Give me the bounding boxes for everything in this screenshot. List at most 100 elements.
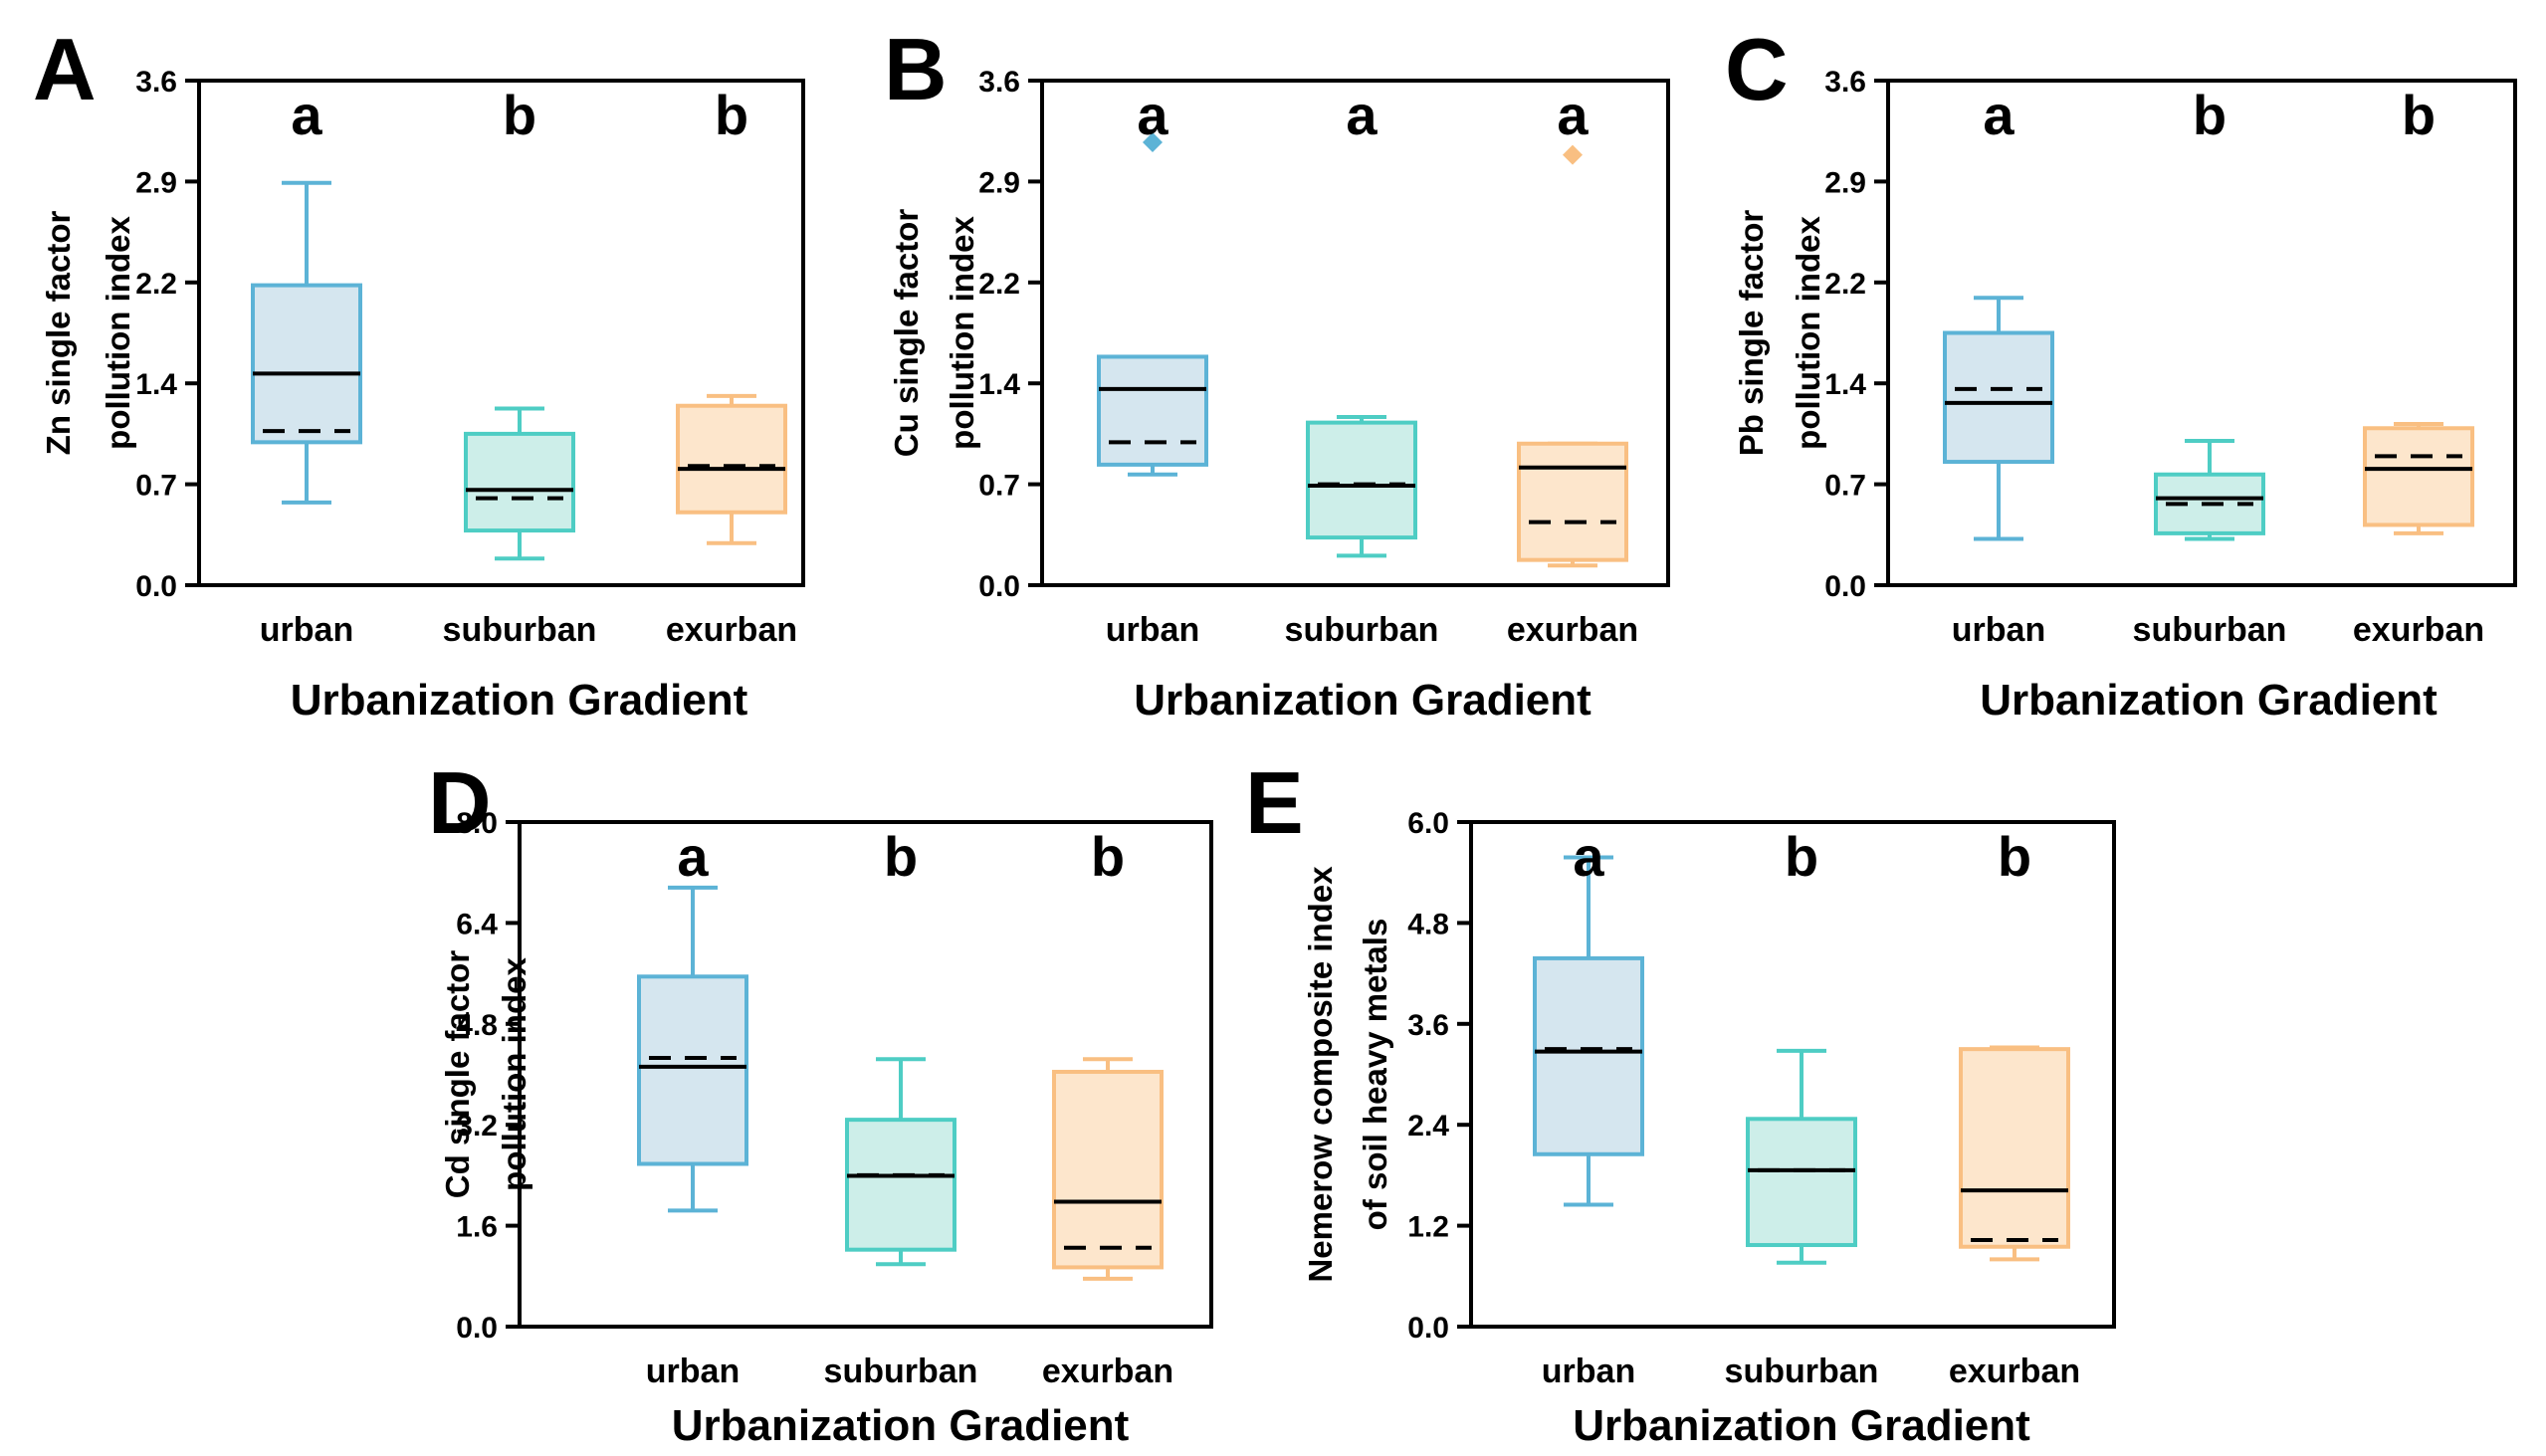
panel-c-urban-sig-letter: a bbox=[1983, 84, 2015, 146]
panel-a-suburban-category-label: suburban bbox=[443, 611, 597, 649]
panel-b-suburban-sig-letter: a bbox=[1346, 84, 1378, 146]
panel-d-xlabel: Urbanization Gradient bbox=[672, 1401, 1130, 1450]
panel-a-ytick-label: 3.6 bbox=[135, 66, 177, 99]
panel-c-urban-box bbox=[1943, 330, 2054, 465]
panel-b-exurban-box bbox=[1517, 441, 1628, 562]
panel-d-ylabel-line-2: pollution index bbox=[496, 957, 532, 1191]
panel-d-ytick-label: 1.6 bbox=[456, 1211, 498, 1244]
panel-c-plot-frame bbox=[1886, 79, 2517, 587]
panel-a-ylabel-line-2: pollution index bbox=[100, 216, 136, 450]
panel-d-ytick-label: 6.4 bbox=[456, 908, 498, 940]
panel-a-suburban-box bbox=[464, 431, 575, 533]
panel-e-ytick-label: 6.0 bbox=[1407, 807, 1449, 840]
panel-a-ytick-label: 0.0 bbox=[135, 570, 177, 603]
panel-a-ytick-label: 2.9 bbox=[135, 166, 177, 199]
panel-a-ytick-label: 1.4 bbox=[135, 368, 177, 401]
panel-a-exurban-sig-letter: b bbox=[715, 84, 748, 146]
panel-b-urban-box bbox=[1097, 354, 1208, 467]
panel-c-exurban-box bbox=[2363, 426, 2474, 527]
panel-e-urban-sig-letter: a bbox=[1573, 825, 1604, 888]
panel-e-exurban-category-label: exurban bbox=[1949, 1352, 2080, 1390]
panel-a-suburban-sig-letter: b bbox=[503, 84, 536, 146]
panel-d-ylabel-line-1: Cd single factor bbox=[439, 950, 476, 1199]
panel-e-exurban-sig-letter: b bbox=[1998, 825, 2031, 888]
panel-a-xlabel: Urbanization Gradient bbox=[291, 676, 748, 725]
panel-e-ytick-label: 3.6 bbox=[1407, 1009, 1449, 1042]
panel-c-ytick-label: 2.2 bbox=[1824, 268, 1866, 301]
panel-a-exurban-category-label: exurban bbox=[666, 611, 797, 649]
panel-e-ytick-label: 0.0 bbox=[1407, 1312, 1449, 1345]
panel-b-urban-category-label: urban bbox=[1106, 611, 1199, 649]
panel-d-urban-category-label: urban bbox=[646, 1352, 740, 1390]
panel-d-ytick-label: 8.0 bbox=[456, 807, 498, 840]
panel-a-exurban-box bbox=[676, 403, 787, 515]
panel-b-ytick-label: 2.2 bbox=[978, 268, 1020, 301]
panel-c-ytick-label: 0.0 bbox=[1824, 570, 1866, 603]
panel-c-exurban-sig-letter: b bbox=[2402, 84, 2436, 146]
panel-c-urban-category-label: urban bbox=[1952, 611, 2045, 649]
panel-d-ytick-label: 4.8 bbox=[456, 1009, 498, 1042]
panel-c-letter: C bbox=[1725, 20, 1789, 118]
panel-e-ytick-label: 2.4 bbox=[1407, 1110, 1449, 1143]
panel-b-ylabel-line-2: pollution index bbox=[944, 216, 980, 450]
panel-e-ytick-label: 4.8 bbox=[1407, 908, 1449, 940]
panel-c-ylabel-line-2: pollution index bbox=[1790, 216, 1826, 450]
panel-b-ytick-label: 1.4 bbox=[978, 368, 1020, 401]
panel-a-urban-box bbox=[251, 283, 362, 445]
panel-c-ylabel-line-1: Pb single factor bbox=[1733, 210, 1770, 457]
panel-b-urban-sig-letter: a bbox=[1137, 84, 1168, 146]
panel-c-exurban-category-label: exurban bbox=[2353, 611, 2484, 649]
panel-d-suburban-box bbox=[845, 1118, 956, 1252]
panel-b-ytick-label: 0.0 bbox=[978, 570, 1020, 603]
panel-c-ytick-label: 3.6 bbox=[1824, 66, 1866, 99]
panel-e-suburban-box bbox=[1746, 1117, 1857, 1248]
panel-b-ytick-label: 3.6 bbox=[978, 66, 1020, 99]
panel-d-suburban-sig-letter: b bbox=[884, 825, 918, 888]
panel-e-suburban-category-label: suburban bbox=[1725, 1352, 1879, 1390]
panel-e-plot-frame bbox=[1469, 820, 2116, 1329]
panel-d-ytick-label: 0.0 bbox=[456, 1312, 498, 1345]
panel-b-exurban-outlier bbox=[1563, 144, 1583, 165]
panel-b-plot-frame bbox=[1040, 79, 1670, 587]
panel-a-ytick-label: 2.2 bbox=[135, 268, 177, 301]
panel-a-plot-frame bbox=[197, 79, 805, 587]
panel-c-suburban-sig-letter: b bbox=[2193, 84, 2227, 146]
panel-b-urban-outlier bbox=[1143, 131, 1163, 152]
panel-d-exurban-sig-letter: b bbox=[1091, 825, 1125, 888]
panel-c-suburban-category-label: suburban bbox=[2133, 611, 2287, 649]
panel-d-exurban-box bbox=[1052, 1069, 1164, 1270]
panel-d-exurban-category-label: exurban bbox=[1042, 1352, 1173, 1390]
panel-c-ytick-label: 0.7 bbox=[1824, 470, 1866, 503]
panel-d-suburban-category-label: suburban bbox=[824, 1352, 978, 1390]
panel-d-urban-box bbox=[637, 974, 748, 1166]
panel-e-xlabel: Urbanization Gradient bbox=[1573, 1401, 2030, 1450]
panel-e-ylabel-line-2: of soil heavy metals bbox=[1357, 919, 1393, 1231]
panel-a-ytick-label: 0.7 bbox=[135, 470, 177, 503]
panel-e-urban-box bbox=[1533, 955, 1644, 1156]
panel-a-urban-sig-letter: a bbox=[291, 84, 322, 146]
panel-b-exurban-sig-letter: a bbox=[1557, 84, 1589, 146]
panel-e-exurban-box bbox=[1959, 1047, 2070, 1249]
panel-d-plot-frame bbox=[518, 820, 1213, 1329]
panel-e-ylabel-line-1: Nemerow composite index bbox=[1302, 866, 1339, 1283]
panel-e-ytick-label: 1.2 bbox=[1407, 1211, 1449, 1244]
panel-d-ytick-label: 3.2 bbox=[456, 1110, 498, 1143]
panel-b-ylabel-line-1: Cu single factor bbox=[888, 209, 925, 458]
panel-b-letter: B bbox=[884, 20, 948, 118]
panel-e-urban-category-label: urban bbox=[1542, 1352, 1635, 1390]
panel-b-exurban-category-label: exurban bbox=[1507, 611, 1638, 649]
panel-e-suburban-sig-letter: b bbox=[1785, 825, 1818, 888]
panel-d-urban-sig-letter: a bbox=[677, 825, 709, 888]
panel-c-ytick-label: 1.4 bbox=[1824, 368, 1866, 401]
panel-d-letter: D bbox=[428, 753, 492, 852]
panel-e-letter: E bbox=[1245, 753, 1304, 852]
panel-c-xlabel: Urbanization Gradient bbox=[1980, 676, 2438, 725]
panel-a-urban-category-label: urban bbox=[260, 611, 353, 649]
panel-b-suburban-category-label: suburban bbox=[1285, 611, 1439, 649]
panel-b-xlabel: Urbanization Gradient bbox=[1134, 676, 1591, 725]
panel-a-ylabel-line-1: Zn single factor bbox=[40, 210, 77, 455]
panel-b-ytick-label: 0.7 bbox=[978, 470, 1020, 503]
panel-b-ytick-label: 2.9 bbox=[978, 166, 1020, 199]
panel-a-letter: A bbox=[33, 20, 97, 118]
